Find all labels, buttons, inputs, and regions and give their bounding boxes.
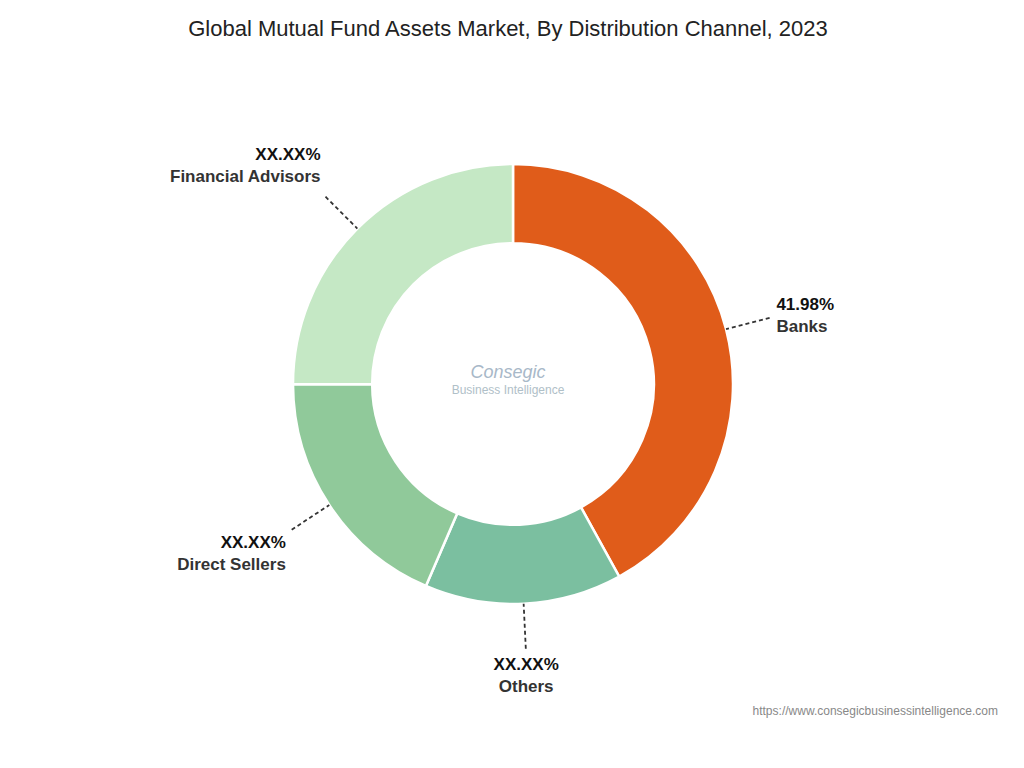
html-text:Global Mutual Fund Assets Mark: Global Mutual Fund Assets Market, By Dis… (188, 16, 828, 41)
svg-text:41.98%: 41.98% (776, 295, 834, 314)
svg-text:XX.XX%: XX.XX% (221, 533, 286, 552)
svg-text:XX.XX%: XX.XX% (255, 145, 320, 164)
svg-text:Others: Others (499, 677, 554, 696)
svg-text:XX.XX%: XX.XX% (494, 655, 559, 674)
html-text:https://www.consegicbusinessin: https://www.consegicbusinessintelligence… (752, 704, 998, 718)
svg-text:Banks: Banks (776, 317, 827, 336)
html-text:Consegic: Consegic (470, 361, 546, 382)
svg-text:Financial Advisors: Financial Advisors (170, 167, 321, 186)
html-text:Business Intelligence: Business Intelligence (451, 382, 565, 397)
svg-text:Direct Sellers: Direct Sellers (177, 555, 286, 574)
